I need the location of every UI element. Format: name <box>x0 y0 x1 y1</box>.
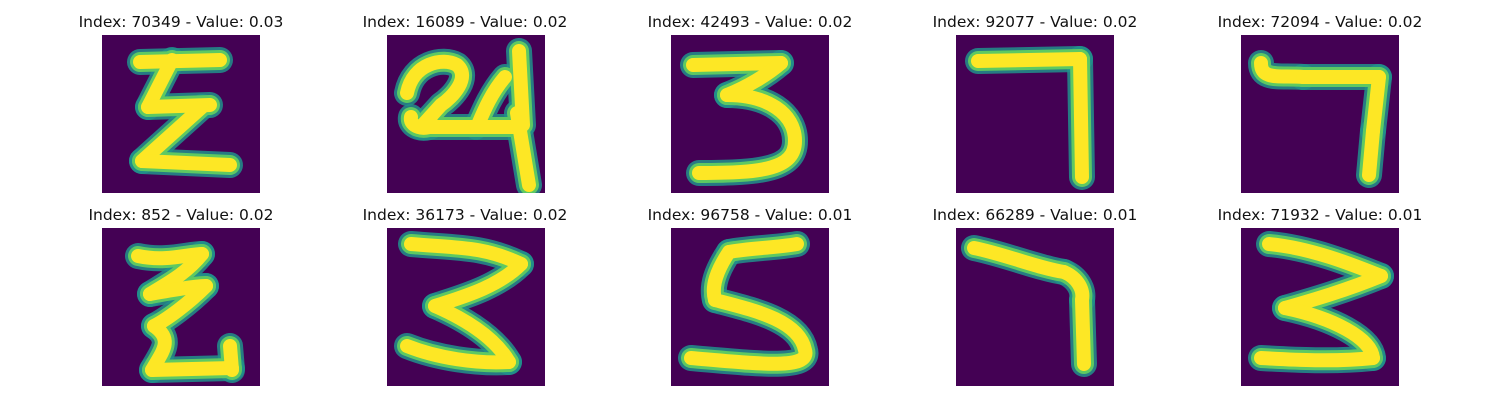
digit-image <box>102 228 260 386</box>
panel-title: Index: 66289 - Value: 0.01 <box>932 206 1138 224</box>
panel-title: Index: 42493 - Value: 0.02 <box>647 13 853 31</box>
digit-image <box>387 228 545 386</box>
digit-image <box>671 35 829 193</box>
digit-image <box>387 35 545 193</box>
digit-image <box>102 35 260 193</box>
digit-image <box>1241 228 1399 386</box>
panel-title: Index: 96758 - Value: 0.01 <box>647 206 853 224</box>
panel-title: Index: 36173 - Value: 0.02 <box>362 206 568 224</box>
panel-title: Index: 92077 - Value: 0.02 <box>932 13 1138 31</box>
panel-title: Index: 16089 - Value: 0.02 <box>362 13 568 31</box>
panel-title: Index: 71932 - Value: 0.01 <box>1217 206 1423 224</box>
digit-image <box>671 228 829 386</box>
panel-title: Index: 70349 - Value: 0.03 <box>78 13 284 31</box>
panel-title: Index: 852 - Value: 0.02 <box>88 206 274 224</box>
panel-title: Index: 72094 - Value: 0.02 <box>1217 13 1423 31</box>
digit-image <box>1241 35 1399 193</box>
digit-image <box>956 35 1114 193</box>
digit-image <box>956 228 1114 386</box>
